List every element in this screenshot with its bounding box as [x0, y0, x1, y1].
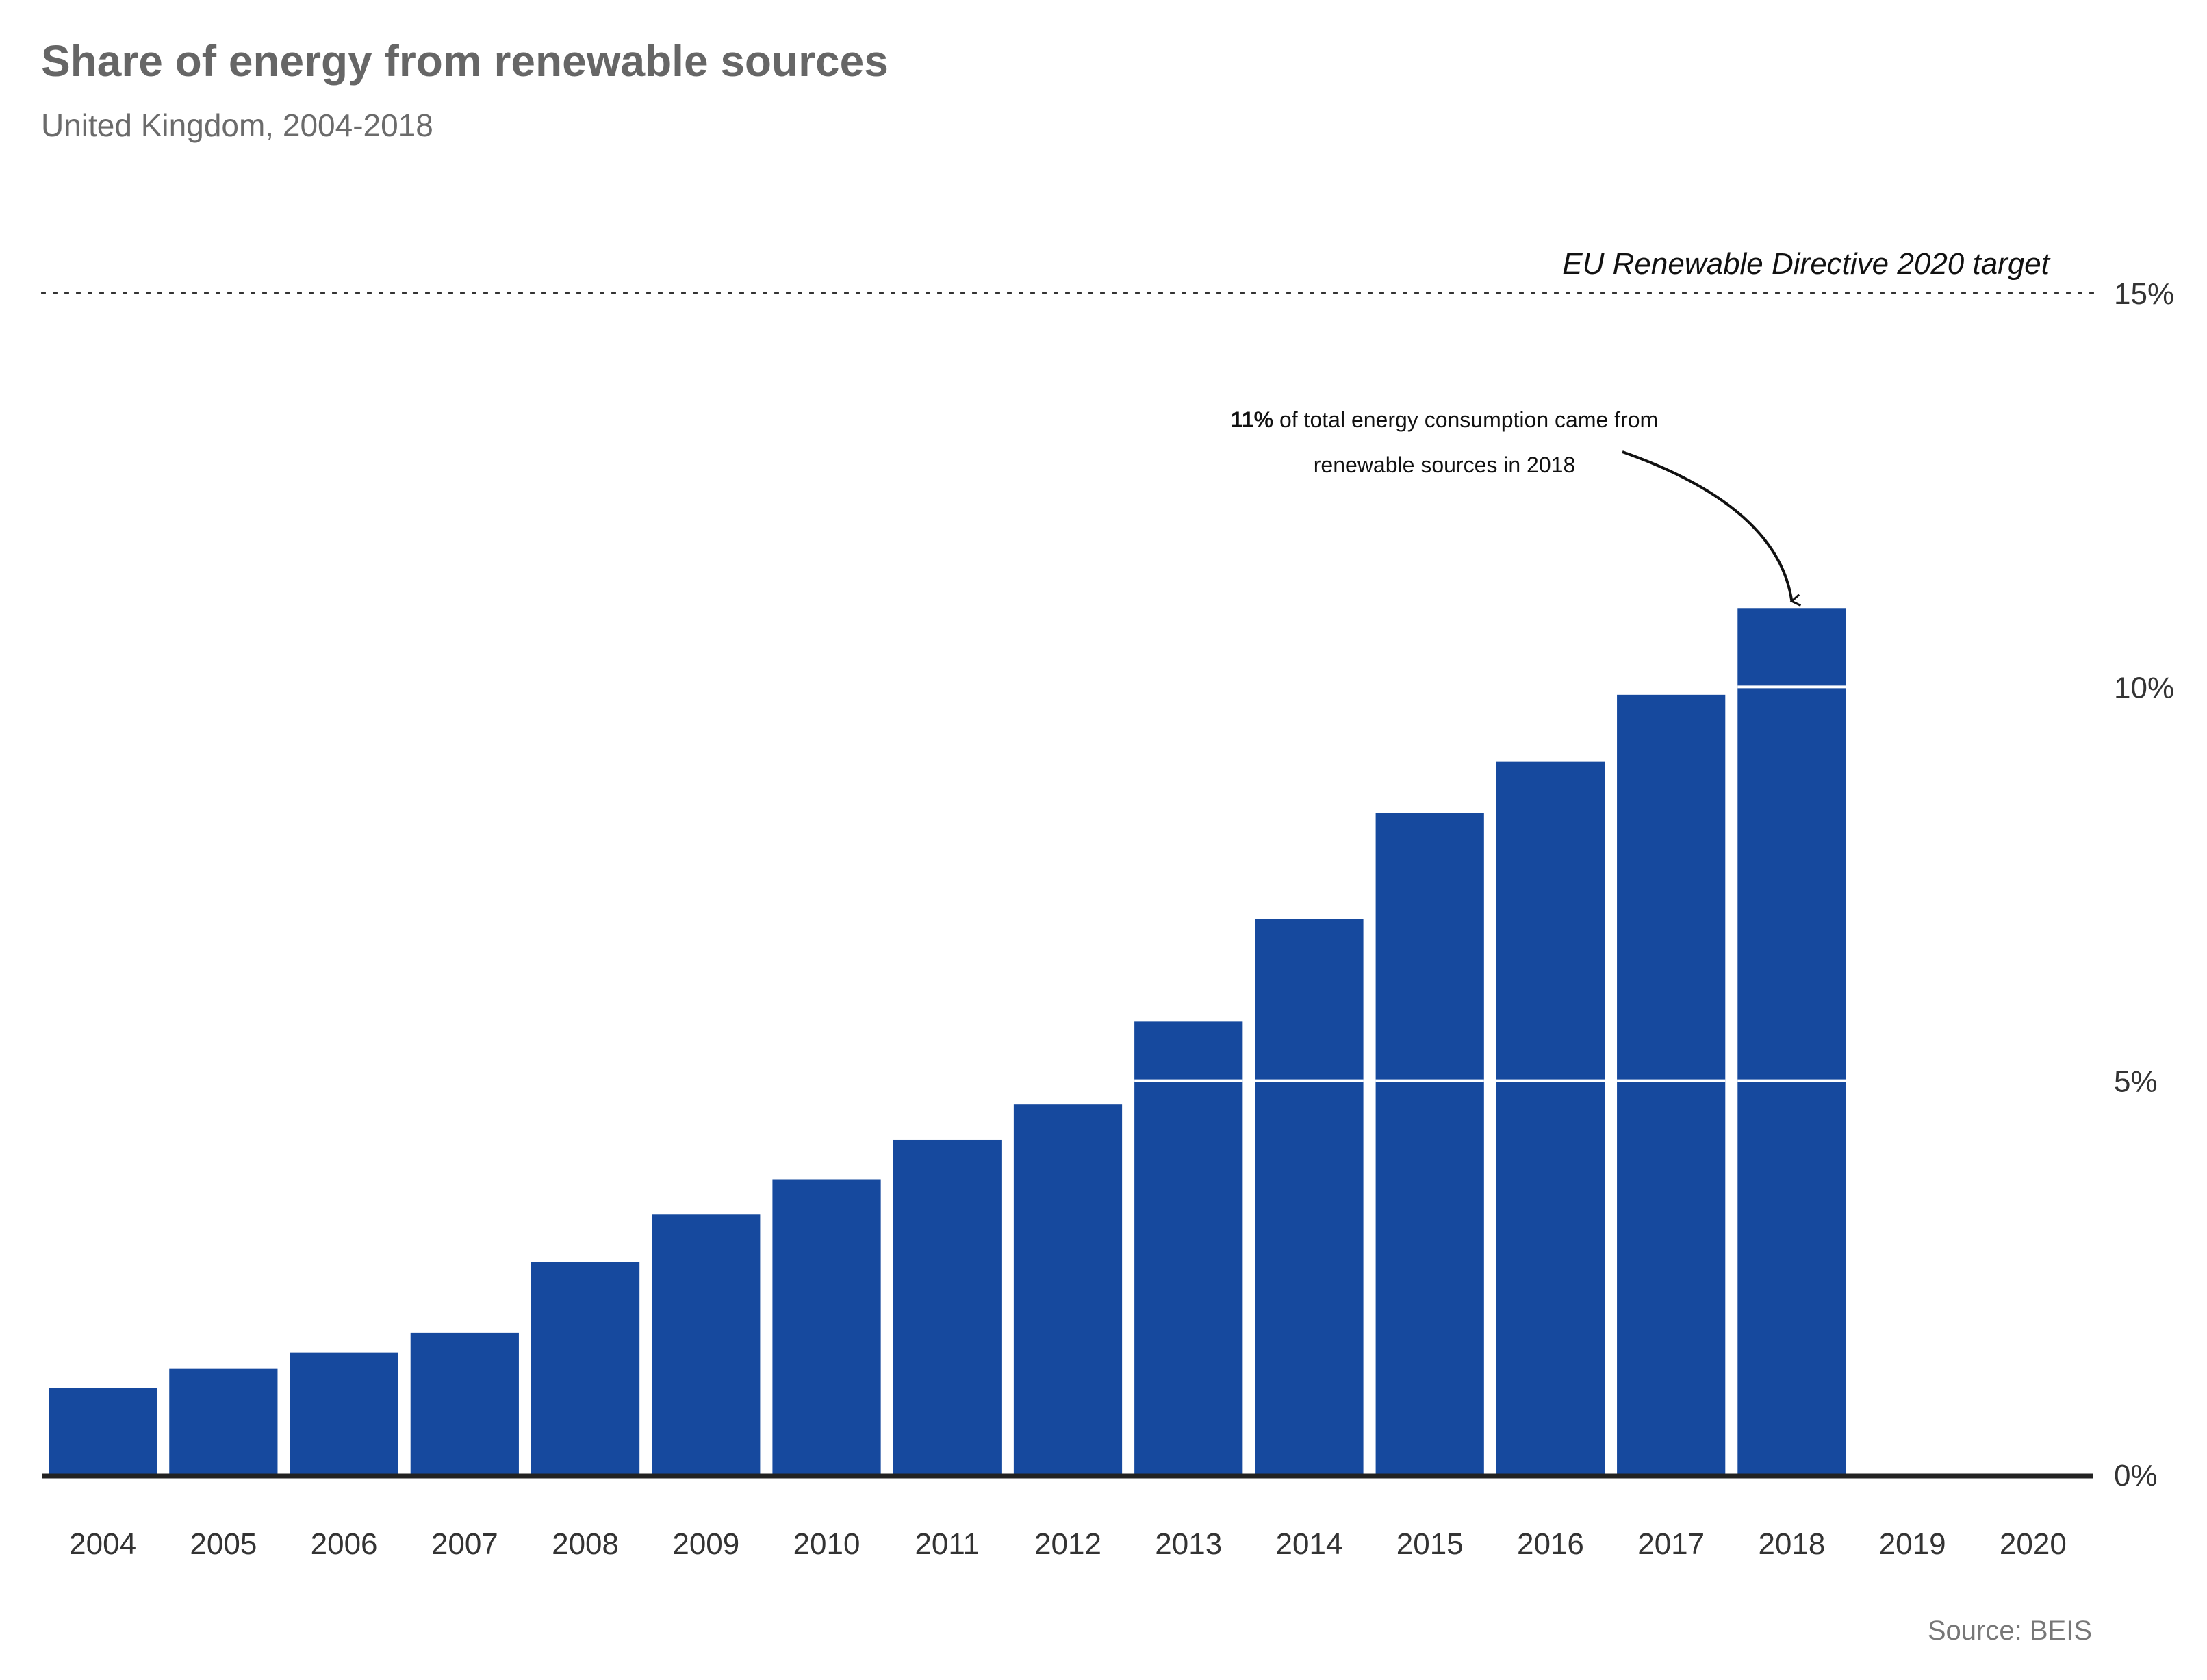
y-tick-label-10: 10% [2114, 671, 2174, 704]
x-tick-label-2004: 2004 [69, 1527, 136, 1561]
x-tick-label-2005: 2005 [190, 1527, 257, 1561]
x-axis-ticks: 2004 2005 2006 2007 2008 2009 2010 2011 2012 2013… [69, 1527, 2067, 1561]
x-tick-label-2011: 2011 [915, 1527, 980, 1561]
annotation-arrow [1622, 450, 1802, 607]
x-tick-label-2013: 2013 [1155, 1527, 1222, 1561]
bars-group [49, 608, 1846, 1475]
source-note: Source: BEIS [1927, 1616, 2092, 1646]
x-tick-label-2015: 2015 [1396, 1527, 1464, 1561]
x-tick-label-2007: 2007 [431, 1527, 498, 1561]
x-tick-label-2012: 2012 [1034, 1527, 1101, 1561]
annotation-2018: 11% of total energy consumption came fro… [1231, 407, 1802, 607]
y-tick-label-15: 15% [2114, 277, 2174, 311]
bar-2009 [652, 1214, 761, 1475]
chart-subtitle: United Kingdom, 2004-2018 [41, 107, 433, 143]
bar-2008 [531, 1262, 640, 1475]
x-tick-label-2009: 2009 [672, 1527, 739, 1561]
x-tick-label-2014: 2014 [1276, 1527, 1343, 1561]
x-tick-label-2017: 2017 [1637, 1527, 1705, 1561]
bar-2004 [49, 1388, 157, 1475]
y-tick-label-5: 5% [2114, 1065, 2158, 1099]
bar-2018 [1737, 608, 1846, 1475]
x-tick-label-2010: 2010 [793, 1527, 860, 1561]
bar-2017 [1617, 694, 1726, 1475]
bar-2015 [1375, 813, 1484, 1475]
bar-2016 [1496, 761, 1605, 1475]
target-line-label: EU Renewable Directive 2020 target [1562, 247, 2050, 281]
bar-2007 [410, 1332, 519, 1475]
y-axis-ticks: 0% 5% 10% 15% [2114, 277, 2174, 1492]
annotation-line-1: 11% of total energy consumption came fro… [1231, 407, 1658, 432]
bar-2011 [893, 1139, 1002, 1475]
chart-title: Share of energy from renewable sources [41, 36, 889, 86]
bar-2005 [169, 1368, 278, 1475]
x-tick-label-2020: 2020 [2000, 1527, 2067, 1561]
x-tick-label-2006: 2006 [311, 1527, 378, 1561]
annotation-bold-value: 11% [1231, 407, 1273, 432]
bar-2013 [1134, 1021, 1243, 1475]
x-tick-label-2008: 2008 [552, 1527, 619, 1561]
annotation-line-1-text: of total energy consumption came from [1273, 407, 1658, 432]
bar-2010 [772, 1179, 881, 1475]
gridlines-on-bars [1134, 685, 1846, 1082]
x-tick-label-2019: 2019 [1879, 1527, 1946, 1561]
x-tick-label-2016: 2016 [1517, 1527, 1584, 1561]
bar-2006 [290, 1352, 398, 1475]
x-tick-label-2018: 2018 [1758, 1527, 1825, 1561]
annotation-line-2: renewable sources in 2018 [1314, 453, 1575, 477]
bar-2012 [1013, 1104, 1123, 1475]
bar-2014 [1255, 919, 1364, 1475]
y-tick-label-0: 0% [2114, 1459, 2158, 1492]
